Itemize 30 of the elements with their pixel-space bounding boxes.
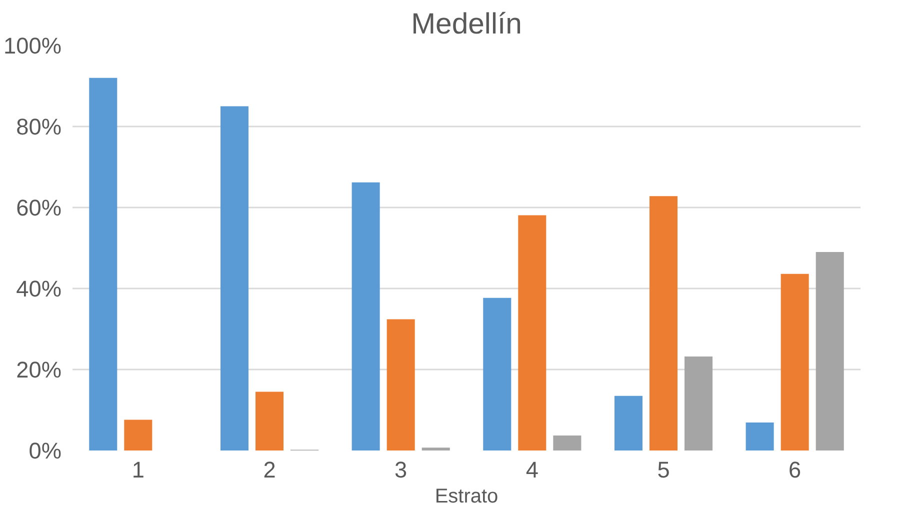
bar <box>649 196 678 450</box>
y-tick-label: 60% <box>16 194 62 220</box>
bar <box>255 392 284 450</box>
bar <box>352 182 380 450</box>
bar <box>553 436 582 450</box>
y-tick-label: 0% <box>28 438 62 464</box>
x-tick-label: 2 <box>263 456 276 482</box>
y-tick-label: 100% <box>4 32 62 58</box>
bar <box>422 448 450 450</box>
x-tick-label: 6 <box>788 456 802 482</box>
chart-title: Medellín <box>411 8 522 40</box>
bar <box>220 106 248 450</box>
bar <box>386 319 415 450</box>
bar <box>483 298 512 450</box>
bar <box>518 215 546 450</box>
bar <box>746 422 774 450</box>
x-tick-label: 1 <box>132 456 144 482</box>
bar <box>89 78 118 450</box>
y-tick-label: 20% <box>16 356 62 382</box>
bar <box>816 252 844 450</box>
x-tick-label: 4 <box>526 456 538 482</box>
y-tick-label: 80% <box>16 114 62 140</box>
bar <box>124 420 152 450</box>
bar <box>780 274 809 450</box>
x-axis-title: Estrato <box>434 486 498 508</box>
bar <box>684 356 713 450</box>
x-tick-label: 3 <box>394 456 408 482</box>
x-tick-label: 5 <box>657 456 670 482</box>
y-tick-label: 40% <box>16 276 62 302</box>
bar <box>614 396 642 450</box>
